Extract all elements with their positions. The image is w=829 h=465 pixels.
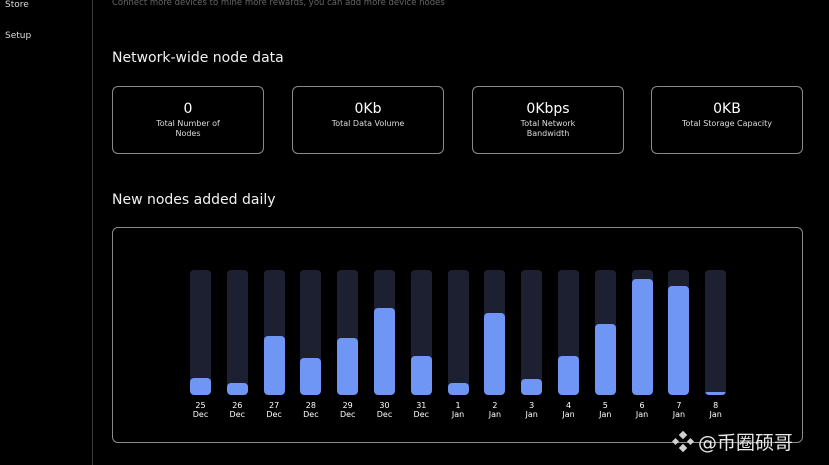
x-tick-label: 7 Jan	[672, 401, 686, 419]
x-tick-label: 25 Dec	[192, 401, 209, 419]
bar-track	[521, 270, 543, 395]
stat-label: Total Data Volume	[331, 119, 405, 128]
x-tick-label: 27 Dec	[266, 401, 282, 419]
bar-5-jan	[594, 323, 616, 395]
x-tick-label: 26 Dec	[229, 401, 246, 419]
bar-track	[190, 270, 211, 395]
x-tick-label: 4 Jan	[562, 401, 575, 419]
stat-card-nodes: 0 Total Number of Nodes	[112, 86, 264, 154]
bar-4-jan	[558, 356, 579, 395]
bar-track	[594, 270, 616, 395]
bar-31-dec	[410, 356, 432, 395]
x-tick-label: 6 Jan	[635, 401, 649, 419]
sidebar-item-setup[interactable]: Setup	[5, 31, 32, 41]
bar-track	[410, 270, 432, 395]
x-tick-label: 30 Dec	[376, 401, 393, 419]
bar-28-dec	[300, 357, 322, 395]
bar-track	[558, 270, 579, 395]
bar-track	[447, 270, 469, 395]
stat-card-data-volume: 0Kb Total Data Volume	[292, 86, 444, 154]
x-tick-label: 8 Jan	[709, 401, 722, 419]
sidebar: Store Setup	[0, 0, 93, 465]
bar-track	[631, 270, 653, 395]
x-tick-label: 2 Jan	[488, 401, 502, 419]
bar-8-jan	[705, 392, 727, 395]
bar-track	[263, 270, 285, 395]
chart-heading: New nodes added daily	[112, 192, 276, 208]
daily-nodes-chart: 25 Dec 26 Dec 27 Dec 28 Dec 29 Dec 30 Dec 31 Dec 1 Jan 2…	[112, 227, 803, 443]
x-tick-label: 3 Jan	[525, 401, 538, 419]
stat-value: 0KB	[713, 101, 741, 117]
x-tick-label: 29 Dec	[339, 401, 356, 419]
stat-value: 0Kb	[354, 101, 382, 117]
network-data-heading: Network-wide node data	[112, 50, 284, 66]
bar-30-dec	[374, 307, 395, 395]
stat-value: 0	[183, 101, 193, 117]
bar-track	[705, 270, 727, 395]
bar-7-jan	[668, 286, 690, 395]
x-tick-label: 5 Jan	[599, 401, 612, 419]
stat-label: Total Number of Nodes	[156, 119, 220, 138]
x-tick-label: 28 Dec	[303, 401, 319, 419]
bar-6-jan	[631, 278, 653, 395]
bar-track	[337, 270, 359, 395]
sidebar-item-store[interactable]: Store	[5, 0, 29, 10]
stat-label: Total Network Bandwidth	[520, 119, 576, 138]
bar-2-jan	[484, 312, 506, 395]
bar-track	[300, 270, 322, 395]
bar-track	[374, 270, 395, 395]
bar-26-dec	[226, 382, 248, 395]
bar-1-jan	[447, 382, 469, 395]
bar-track	[484, 270, 506, 395]
x-tick-label: 31 Dec	[413, 401, 430, 419]
bar-25-dec	[190, 377, 211, 395]
stat-label: Total Storage Capacity	[681, 119, 773, 128]
watermark: @币圈硕哥	[672, 428, 793, 455]
page-subtitle: Connect more devices to mine more reward…	[112, 0, 445, 8]
bar-27-dec	[263, 336, 285, 395]
x-tick-label: 1 Jan	[451, 401, 465, 419]
bar-29-dec	[337, 337, 359, 395]
stat-value: 0Kbps	[526, 101, 570, 117]
bar-track	[668, 270, 690, 395]
bar-track	[226, 270, 248, 395]
diamond-logo-icon	[672, 430, 694, 452]
watermark-text: @币圈硕哥	[698, 432, 794, 454]
bar-3-jan	[521, 378, 543, 395]
stat-card-storage: 0KB Total Storage Capacity	[651, 86, 803, 154]
stat-card-bandwidth: 0Kbps Total Network Bandwidth	[472, 86, 624, 154]
